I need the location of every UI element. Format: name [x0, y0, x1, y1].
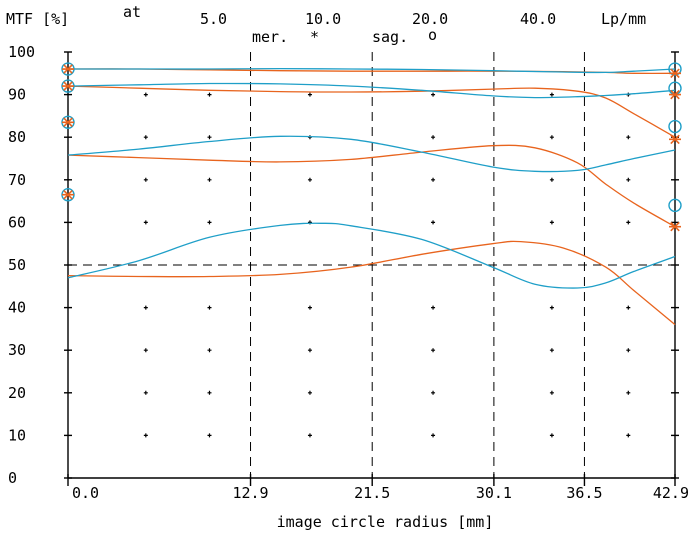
unit-label: Lp/mm [601, 10, 646, 28]
right-marker-mer [669, 89, 681, 100]
grid-dot [207, 220, 212, 225]
sag-symbol: o [428, 26, 437, 44]
grid-dot [626, 220, 631, 225]
grid-dot [143, 177, 148, 182]
grid-dot [549, 305, 554, 310]
left-marker-mer [62, 81, 74, 91]
series-line-meridional-20_0 [67, 144, 676, 228]
tick-label-layer: 0 10 20 30 40 50 60 70 80 90 100 0.0 12.9 21.5 30.1 36.… [8, 43, 689, 502]
series-line-sagittal-10_0 [67, 82, 676, 99]
freq-label-5: 5.0 [200, 10, 227, 28]
grid-dot [207, 92, 212, 97]
grid-dot [207, 433, 212, 438]
grid-dot [431, 433, 436, 438]
grid-dot [207, 135, 212, 140]
grid-dot [626, 177, 631, 182]
y-tick-label: 100 [8, 43, 35, 61]
x-tick-label: 0.0 [72, 484, 99, 502]
y-tick-label: 60 [8, 213, 26, 231]
right-marker-mer [669, 221, 681, 232]
y-tick-label: 90 [8, 86, 26, 104]
grid-dot [143, 348, 148, 353]
axes-layer [64, 51, 679, 486]
grid-dot [549, 348, 554, 353]
grid-dot [549, 177, 554, 182]
grid-dot [143, 433, 148, 438]
grid-dot [307, 177, 312, 182]
grid-dot [626, 305, 631, 310]
y-tick-label: 70 [8, 171, 26, 189]
mer-label: mer. [252, 28, 288, 46]
grid-dot [207, 305, 212, 310]
series-line-sagittal-20_0 [67, 135, 676, 173]
grid-dot [626, 348, 631, 353]
grid-dot [431, 348, 436, 353]
right-marker-sag [668, 119, 682, 134]
grid-dot [431, 135, 436, 140]
grid-dot [549, 135, 554, 140]
series-line-meridional-10_0 [67, 85, 676, 138]
grid-dot [143, 390, 148, 395]
grid-dot [207, 177, 212, 182]
grid-dot [549, 220, 554, 225]
y-tick-label: 0 [8, 469, 17, 487]
marker-layer [61, 62, 682, 232]
grid-dot [549, 390, 554, 395]
grid-dot [143, 305, 148, 310]
freq-label-10: 10.0 [305, 10, 341, 28]
grid-dot [143, 220, 148, 225]
left-marker-mer [62, 64, 74, 74]
at-label: at [123, 3, 141, 21]
grid-dot [307, 348, 312, 353]
sag-label: sag. [372, 28, 408, 46]
y-tick-label: 50 [8, 256, 26, 274]
grid-dot [307, 92, 312, 97]
grid-dot [431, 390, 436, 395]
grid-dot [431, 177, 436, 182]
series-line-meridional-40_0 [67, 240, 676, 326]
grid-dot [143, 92, 148, 97]
grid-dot [307, 433, 312, 438]
grid-dot [549, 92, 554, 97]
y-tick-label: 40 [8, 299, 26, 317]
grid-dot [307, 390, 312, 395]
grid-dot [431, 305, 436, 310]
freq-label-20: 20.0 [412, 10, 448, 28]
y-tick-label: 10 [8, 426, 26, 444]
right-marker-sag [668, 198, 682, 213]
grid-dot [207, 348, 212, 353]
x-axis-title: image circle radius [mm] [277, 513, 494, 531]
mtf-axis-label: MTF [%] [6, 10, 69, 28]
series-layer [67, 67, 676, 326]
grid-dot [626, 135, 631, 140]
x-tick-label: 42.9 [653, 484, 689, 502]
grid-dot [307, 305, 312, 310]
grid-dot [431, 220, 436, 225]
y-tick-label: 80 [8, 128, 26, 146]
left-marker-mer [62, 189, 74, 200]
y-tick-label: 30 [8, 341, 26, 359]
x-tick-label: 30.1 [476, 484, 512, 502]
grid-dot [626, 433, 631, 438]
grid-dots-layer [143, 92, 631, 438]
series-line-sagittal-40_0 [67, 222, 676, 289]
series-line-sagittal-5_0 [68, 67, 676, 74]
x-tick-label: 12.9 [232, 484, 268, 502]
grid-dot [143, 135, 148, 140]
mer-symbol: * [310, 28, 319, 46]
y-tick-label: 20 [8, 384, 26, 402]
right-marker-mer [669, 134, 681, 145]
x-tick-label: 36.5 [566, 484, 602, 502]
freq-label-40: 40.0 [520, 10, 556, 28]
right-marker-mer [669, 68, 681, 79]
grid-dot [626, 390, 631, 395]
right-marker-sag [668, 62, 682, 76]
grid-dot [207, 390, 212, 395]
left-marker-mer [62, 117, 74, 128]
grid-dot [549, 433, 554, 438]
grid-dot [431, 92, 436, 97]
x-tick-label: 21.5 [354, 484, 390, 502]
